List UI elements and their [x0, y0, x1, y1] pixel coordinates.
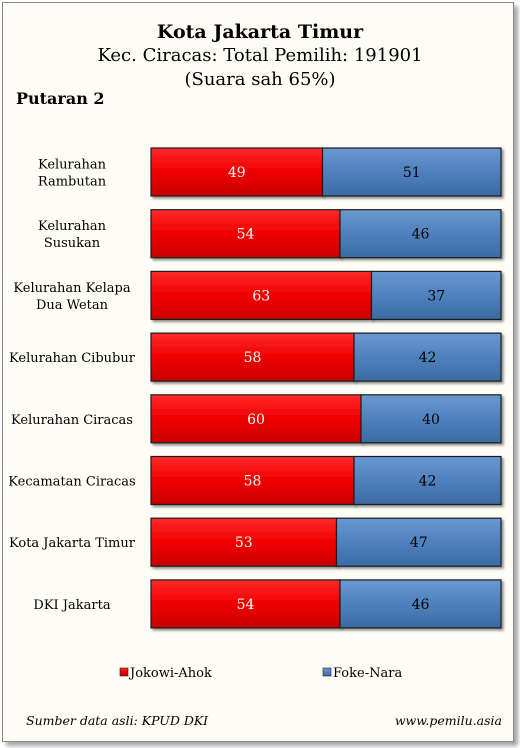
- category-label: Kelurahan Susukan: [38, 219, 107, 251]
- site-url: www.pemilu.asia: [394, 713, 502, 728]
- category-label: DKI Jakarta: [33, 598, 110, 613]
- data-label-foke-nara: 51: [403, 165, 421, 181]
- chart-subtitle: Kec. Ciracas: Total Pemilih: 191901: [97, 45, 423, 66]
- category-label: Kelurahan Kelapa Dua Wetan: [13, 281, 130, 313]
- bar-foke-nara: [370, 270, 502, 320]
- bar-jokowi-ahok: [150, 270, 373, 320]
- chart-header: Kota Jakarta Timur Kec. Ciracas: Total P…: [0, 20, 520, 92]
- category-label: Kelurahan Rambutan: [38, 158, 107, 190]
- category-label: Kelurahan Ciracas: [11, 413, 133, 428]
- category-label: Kecamatan Ciracas: [8, 475, 135, 490]
- data-label-foke-nara: 42: [419, 474, 437, 490]
- bar-foke-nara: [335, 517, 502, 567]
- source-note: Sumber data asli: KPUD DKI: [26, 713, 209, 728]
- bar-foke-nara: [339, 579, 502, 629]
- bar-jokowi-ahok: [150, 394, 362, 444]
- data-label-foke-nara: 46: [412, 227, 430, 243]
- bar-jokowi-ahok: [150, 517, 338, 567]
- data-label-foke-nara: 46: [412, 597, 430, 613]
- bar-foke-nara: [360, 394, 502, 444]
- legend-swatch-foke-nara: [322, 667, 332, 677]
- data-label-jokowi-ahok: 63: [252, 288, 270, 304]
- data-label-foke-nara: 37: [427, 288, 445, 304]
- data-label-jokowi-ahok: 58: [244, 474, 262, 490]
- chart-note: (Suara sah 65%): [184, 69, 336, 90]
- data-label-jokowi-ahok: 54: [237, 227, 255, 243]
- data-label-jokowi-ahok: 54: [237, 597, 255, 613]
- category-label: Kota Jakarta Timur: [9, 536, 136, 551]
- legend-label-jokowi-ahok: Jokowi-Ahok: [128, 666, 212, 681]
- data-label-jokowi-ahok: 60: [247, 412, 265, 428]
- data-label-foke-nara: 40: [422, 412, 440, 428]
- data-label-foke-nara: 42: [419, 350, 437, 366]
- data-label-foke-nara: 47: [410, 535, 428, 551]
- legend-swatch-jokowi-ahok: [119, 667, 129, 677]
- category-label: Kelurahan Cibubur: [9, 351, 136, 366]
- data-label-jokowi-ahok: 53: [235, 535, 253, 551]
- round-label: Putaran 2: [16, 89, 105, 108]
- bar-foke-nara: [353, 455, 502, 506]
- bar-jokowi-ahok: [150, 455, 355, 506]
- data-label-jokowi-ahok: 58: [244, 350, 262, 366]
- legend-label-foke-nara: Foke-Nara: [333, 666, 402, 681]
- chart-title: Kota Jakarta Timur: [156, 21, 364, 43]
- bar-foke-nara: [321, 147, 502, 197]
- bar-jokowi-ahok: [150, 579, 341, 629]
- bar-jokowi-ahok: [150, 332, 355, 382]
- data-label-jokowi-ahok: 49: [228, 165, 246, 181]
- bar-foke-nara: [339, 209, 502, 259]
- bar-jokowi-ahok: [150, 147, 324, 197]
- bar-foke-nara: [353, 332, 502, 382]
